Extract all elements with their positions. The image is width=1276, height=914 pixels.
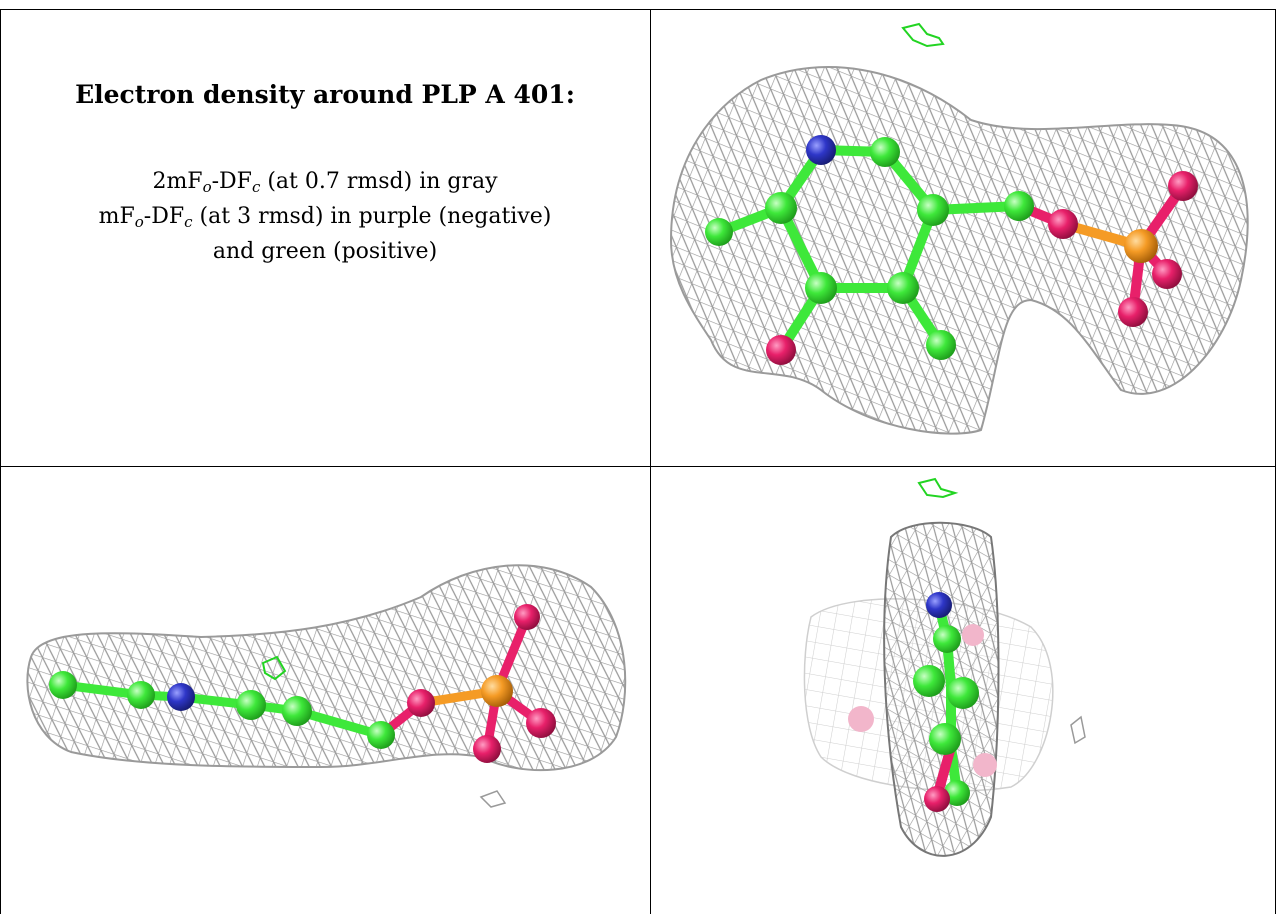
caption-line-2mfo: 2mFo-DFc (at 0.7 rmsd) in gray <box>20 167 630 202</box>
panel-bottom-right <box>651 467 1275 914</box>
line1-suffix: (at 0.7 rmsd) in gray <box>260 169 498 194</box>
atom-carbon <box>926 330 956 360</box>
atom-nitrogen <box>926 592 952 618</box>
atom-oxygen <box>1118 297 1148 327</box>
molecule-end-on-svg <box>803 477 1086 857</box>
molecule-edge-svg <box>26 564 627 808</box>
line1-sub-o: o <box>202 178 212 196</box>
atom-oxygen-faded <box>848 706 874 732</box>
atom-carbon <box>887 272 919 304</box>
caption-line-3: and green (positive) <box>212 239 438 264</box>
atom-carbon <box>282 696 312 726</box>
atom-oxygen <box>514 604 540 630</box>
atom-oxygen <box>526 708 556 738</box>
atom-nitrogen <box>167 683 195 711</box>
atom-carbon <box>913 665 945 697</box>
atom-carbon <box>933 625 961 653</box>
atom-oxygen-faded <box>962 624 984 646</box>
atom-carbon <box>765 192 797 224</box>
atom-carbon <box>944 780 970 806</box>
line1-sub-c: c <box>251 178 261 196</box>
caption-cell: Electron density around PLP A 401: 2mFo-… <box>20 80 630 267</box>
line2-mid: -DF <box>143 204 185 229</box>
mesh-fragment <box>479 790 507 808</box>
atom-carbon <box>947 677 979 709</box>
panel-bottom-left <box>1 467 650 914</box>
atom-carbon <box>367 721 395 749</box>
panel-top-right <box>651 10 1275 466</box>
atom-oxygen <box>1152 259 1182 289</box>
table-left-border <box>0 9 1 914</box>
caption-title: Electron density around PLP A 401: <box>75 80 575 109</box>
atom-oxygen <box>1048 209 1078 239</box>
line2-suffix: (at 3 rmsd) in purple (negative) <box>192 204 552 229</box>
atom-carbon <box>127 681 155 709</box>
atom-oxygen-faded <box>973 753 997 777</box>
line2-sub-o: o <box>134 213 144 231</box>
table-center-border <box>650 9 651 914</box>
line1-mid: -DF <box>211 169 252 194</box>
positive-density-blob <box>917 477 959 499</box>
atom-oxygen <box>1168 171 1198 201</box>
atom-carbon <box>49 671 77 699</box>
molecule-front-svg <box>669 22 1249 435</box>
atom-oxygen <box>473 735 501 763</box>
atom-oxygen <box>766 335 796 365</box>
caption-line-mfo: mFo-DFc (at 3 rmsd) in purple (negative) <box>20 202 630 237</box>
positive-density-blob <box>261 655 287 681</box>
atom-carbon <box>805 272 837 304</box>
density-mesh <box>669 66 1249 435</box>
mesh-fragment <box>1070 715 1086 745</box>
atom-carbon <box>929 723 961 755</box>
atom-oxygen <box>407 689 435 717</box>
table-top-border <box>0 9 1276 10</box>
atom-phosphorus <box>481 675 513 707</box>
atom-carbon <box>870 137 900 167</box>
atom-phosphorus <box>1124 229 1158 263</box>
atom-carbon <box>236 690 266 720</box>
atom-nitrogen <box>806 135 836 165</box>
atom-oxygen <box>924 786 950 812</box>
line2-sub-c: c <box>184 213 193 231</box>
atom-carbon <box>917 194 949 226</box>
density-mesh <box>26 564 627 772</box>
table-mid-border <box>0 466 1276 467</box>
line2-prefix: mF <box>98 204 135 229</box>
line1-prefix: 2mF <box>152 169 203 194</box>
atom-carbon <box>1004 191 1034 221</box>
atom-carbon <box>705 218 733 246</box>
positive-density-blob <box>901 22 945 48</box>
